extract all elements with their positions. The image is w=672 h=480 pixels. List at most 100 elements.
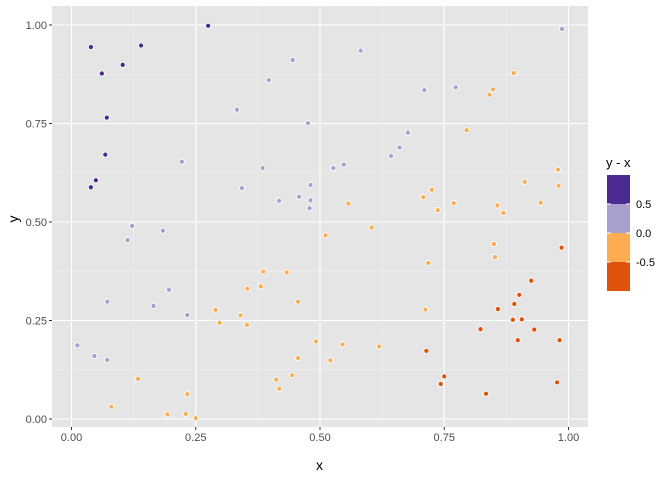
data-point (489, 86, 497, 93)
y-tick-label: 0.00 (26, 414, 47, 426)
data-point (108, 403, 115, 410)
data-point (556, 337, 563, 344)
data-point (450, 200, 457, 207)
data-point (165, 286, 172, 293)
data-point (516, 291, 523, 298)
data-point (554, 379, 561, 386)
legend-color-bin (607, 204, 630, 233)
data-point (437, 380, 444, 387)
data-point (87, 184, 94, 191)
data-point (330, 164, 337, 172)
data-point (306, 205, 313, 212)
data-point (339, 341, 346, 348)
y-tick-label: 1.00 (26, 20, 47, 32)
data-point (150, 302, 157, 309)
data-point (428, 186, 435, 193)
data-point (521, 178, 528, 185)
data-point (420, 194, 427, 201)
data-point (289, 57, 296, 64)
data-point (233, 106, 241, 113)
data-point (276, 197, 283, 204)
legend-title: y - x (606, 155, 631, 170)
data-point (518, 316, 525, 323)
data-point (307, 181, 314, 189)
data-point (216, 319, 223, 326)
data-point (296, 193, 303, 200)
data-point (421, 86, 428, 94)
data-point (98, 70, 105, 77)
data-point (528, 277, 535, 284)
data-point (184, 391, 191, 398)
data-point (490, 241, 498, 248)
data-point (104, 356, 111, 363)
y-tick-label: 0.50 (26, 217, 47, 229)
data-point (92, 177, 99, 184)
data-point (425, 259, 432, 267)
data-point (124, 237, 131, 244)
data-point (494, 202, 501, 209)
data-point (388, 152, 395, 159)
data-point (422, 306, 429, 313)
data-point (260, 268, 267, 275)
data-point (558, 25, 566, 32)
data-point (74, 342, 81, 349)
data-point (357, 47, 364, 54)
legend-label: -0.5 (636, 257, 655, 269)
y-tick-label: 0.25 (26, 316, 47, 328)
data-point (87, 44, 94, 51)
data-point (205, 22, 212, 29)
data-point (396, 144, 403, 151)
data-point (243, 321, 250, 328)
y-axis: 0.00 0.25 0.50 0.75 1.00 (26, 20, 52, 426)
data-point (423, 347, 430, 354)
data-point (212, 306, 219, 313)
data-point (244, 285, 251, 292)
data-point (237, 312, 244, 319)
data-point (273, 376, 280, 383)
legend-color-bin (607, 175, 630, 204)
x-tick-label: 0.00 (61, 432, 82, 444)
data-point (452, 84, 459, 91)
data-point (537, 199, 544, 206)
data-point (514, 337, 521, 344)
data-point (238, 185, 246, 192)
legend-label: 0.0 (636, 228, 651, 240)
data-point (295, 354, 302, 361)
data-point (104, 298, 111, 305)
data-point (259, 164, 266, 172)
y-tick-label: 0.75 (26, 119, 47, 131)
legend-label: 0.5 (636, 199, 651, 211)
data-point (491, 254, 498, 261)
data-point (119, 61, 126, 68)
data-point (312, 338, 320, 345)
y-axis-title: y (5, 216, 21, 223)
x-tick-label: 0.75 (434, 432, 455, 444)
data-point (138, 42, 145, 49)
data-point (102, 151, 109, 158)
data-point (340, 161, 347, 168)
data-point (276, 385, 283, 392)
data-point (477, 326, 484, 333)
data-point (257, 283, 264, 290)
data-point (307, 197, 314, 204)
data-point (368, 224, 375, 231)
data-point (184, 311, 191, 319)
data-point (192, 415, 199, 422)
data-point (345, 200, 352, 207)
x-axis: 0.00 0.25 0.50 0.75 1.00 (61, 427, 579, 444)
data-point (91, 352, 98, 360)
data-point (182, 410, 189, 417)
data-point (129, 222, 136, 229)
data-point (511, 300, 518, 308)
data-point (531, 326, 538, 333)
data-point (434, 207, 441, 214)
data-point (103, 114, 110, 121)
data-point (510, 70, 517, 77)
x-tick-label: 1.00 (558, 432, 579, 444)
data-point (494, 306, 501, 313)
data-point (486, 91, 493, 98)
data-point (463, 127, 470, 134)
data-point (482, 390, 490, 397)
data-point (509, 316, 516, 323)
